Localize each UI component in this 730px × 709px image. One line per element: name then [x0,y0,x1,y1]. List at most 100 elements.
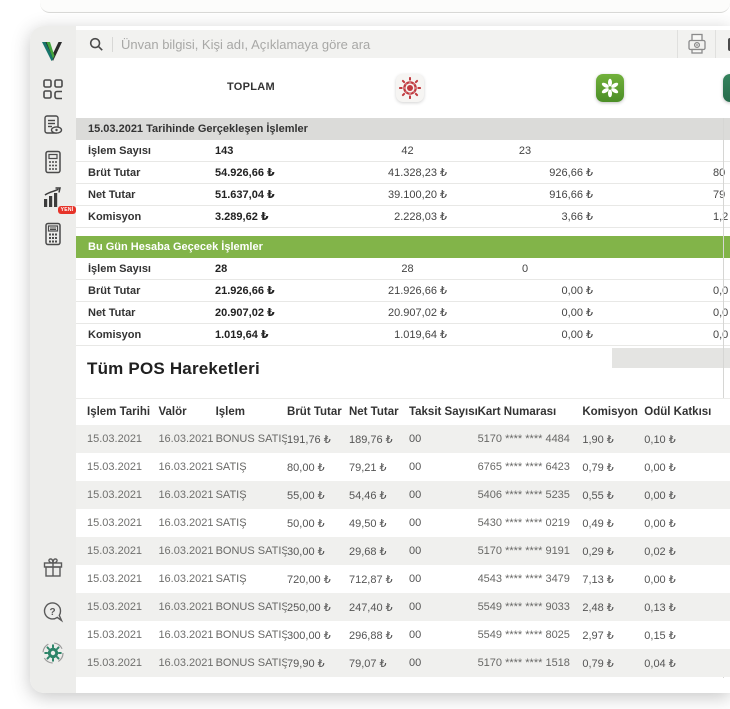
pos-cell: 15.03.2021 [87,573,143,585]
pos-cell: 0,00 ₺ [644,489,676,502]
summary-cell: Komisyon [88,328,142,341]
table-row[interactable]: 15.03.2021 16.03.2021 SATIŞ 720,00 ₺ 712,87 … [76,565,730,593]
pos-cell: 15.03.2021 [87,461,143,473]
help-icon[interactable]: ? [39,598,67,626]
table-row[interactable]: 15.03.2021 16.03.2021 BONUS SATIŞ 191,76 ₺ 1… [76,425,730,453]
pos-cell: 0,55 ₺ [582,489,614,502]
main-content: TOPLAM [76,26,730,693]
summary-cell: 143 [215,144,234,157]
pos-cell: 16.03.2021 [158,573,214,585]
pos-column-header: Komisyon [582,406,638,418]
search-divider [112,36,113,52]
table-row[interactable]: 15.03.2021 16.03.2021 BONUS SATIŞ 30,00 ₺ 29… [76,537,730,565]
pos-cell: 00 [408,461,422,473]
summary-cell: 80 [713,166,726,179]
pos-cell: 00 [408,629,422,641]
pos-terminal-2-icon[interactable] [39,220,67,248]
table-row[interactable]: 15.03.2021 16.03.2021 SATIŞ 55,00 ₺ 54,46 ₺ 0… [76,481,730,509]
pos-column-header: Ödül Katkısı [644,406,712,418]
section-rows: İşlem Sayısı 28 28 0 Brüt Tutar 21.926,66 ₺ 21… [76,258,730,346]
summary-row: Komisyon 3.289,62 ₺ 2.228,03 ₺ 3,66 ₺ 1,2 [76,206,730,228]
summary-cell: Komisyon [88,210,142,223]
summary-cell: 28 [401,262,414,275]
pos-cell: 80,00 ₺ [287,461,325,474]
pos-column-header: Net Tutar [348,406,399,418]
summary-cell: 21.926,66 ₺ [215,285,275,297]
denizbank-logo[interactable] [396,74,424,102]
pos-cell: 49,50 ₺ [348,517,387,530]
report-view-icon[interactable] [39,111,67,139]
pos-cell: 16.03.2021 [158,489,214,501]
summary-cell: 0,0 [713,306,729,319]
pos-cell: 0,10 ₺ [644,433,676,446]
search-input[interactable] [121,36,730,52]
pos-cell: 0,13 ₺ [644,601,676,614]
summary-cell: Brüt Tutar [88,284,141,297]
pos-cell: 0,79 ₺ [582,657,614,670]
pos-cell: SATIŞ [215,461,247,473]
pos-cell: 0,00 ₺ [644,461,676,474]
pos-cell: 296,88 ₺ [348,629,393,642]
pos-cell: 712,87 ₺ [348,573,393,586]
pos-cell: 15.03.2021 [87,657,143,669]
pos-cell: BONUS SATIŞ [215,433,288,445]
pos-header: İşlem Tarihi Valör İşlem Brüt Tutar Net Tuta… [76,398,730,425]
toolbar-divider-2 [715,30,716,58]
pos-cell: SATIŞ [215,517,247,529]
summary-cell: 21.926,66 ₺ [388,285,447,297]
table-row[interactable]: 15.03.2021 16.03.2021 BONUS SATIŞ 300,00 ₺ 2… [76,621,730,649]
table-row[interactable]: 15.03.2021 16.03.2021 SATIŞ 80,00 ₺ 79,21 ₺ 0… [76,453,730,481]
pos-cell: 0,49 ₺ [582,517,614,530]
sekerbank-logo[interactable] [596,74,624,102]
pos-terminal-icon[interactable] [39,148,67,176]
pos-cell: 191,76 ₺ [287,433,331,446]
pos-cell: 2,48 ₺ [582,601,614,614]
pos-cell: 4543 **** **** 3479 [477,573,570,585]
dashboard-icon[interactable] [39,75,67,103]
summary-cell: 2.228,03 ₺ [394,211,447,223]
pos-cell: 0,04 ₺ [644,657,676,670]
bank-logo-clipped[interactable] [723,74,730,102]
pos-cell: 00 [408,489,422,501]
summary-row: Komisyon 1.019,64 ₺ 1.019,64 ₺ 0,00 ₺ 0,0 [76,324,730,346]
gift-icon[interactable] [39,554,67,582]
pos-cell: 16.03.2021 [158,517,214,529]
pos-cell: 79,90 ₺ [287,657,325,670]
toplam-column-label: TOPLAM [226,81,276,93]
summary-section-settlement: Bu Gün Hesaba Geçecek İşlemler İşlem Say… [76,236,730,346]
summary-cell: 916,66 ₺ [549,189,593,201]
pos-column-header: Taksit Sayısı [408,406,478,418]
clipped-top-bar [40,0,730,13]
pos-cell: 5170 **** **** 4484 [477,433,570,445]
pos-cell: 15.03.2021 [87,629,143,641]
summary-cell: 1.019,64 ₺ [394,329,447,341]
app-window: YENİ [30,26,730,693]
pos-cell: 50,00 ₺ [287,517,325,530]
pos-cell: 55,00 ₺ [287,489,325,502]
summary-cell: 3.289,62 ₺ [215,211,269,223]
table-row[interactable]: 15.03.2021 16.03.2021 BONUS SATIŞ 79,90 ₺ 79… [76,649,730,677]
pos-cell: 15.03.2021 [87,433,143,445]
fax-icon[interactable] [682,33,712,55]
pos-cell: 7,13 ₺ [582,573,614,586]
pos-cell: 189,76 ₺ [348,433,393,446]
summary-section-today: 15.03.2021 Tarihinde Gerçekleşen İşlemle… [76,118,730,228]
summary-cell: Net Tutar [88,188,136,201]
summary-cell: 0,0 [713,328,729,341]
trend-chart-icon[interactable]: YENİ [39,184,76,214]
summary-cell: 28 [215,262,228,275]
table-row[interactable]: 15.03.2021 16.03.2021 SATIŞ 50,00 ₺ 49,50 ₺ 0… [76,509,730,537]
new-badge: YENİ [58,206,76,214]
bank-columns-header: TOPLAM [76,58,730,118]
table-row[interactable]: 15.03.2021 16.03.2021 BONUS SATIŞ 250,00 ₺ 2… [76,593,730,621]
summary-cell: 42 [401,144,414,157]
svg-text:?: ? [49,607,55,618]
summary-row: Brüt Tutar 21.926,66 ₺ 21.926,66 ₺ 0,00 ₺ 0,… [76,280,730,302]
settings-icon[interactable] [39,639,67,667]
pos-cell: 247,40 ₺ [348,601,393,614]
pos-cell: 29,68 ₺ [348,545,387,558]
pos-cell: 00 [408,517,422,529]
pos-cell: BONUS SATIŞ [215,629,288,641]
section-title: Bu Gün Hesaba Geçecek İşlemler [76,236,730,258]
pos-cell: 16.03.2021 [158,629,214,641]
